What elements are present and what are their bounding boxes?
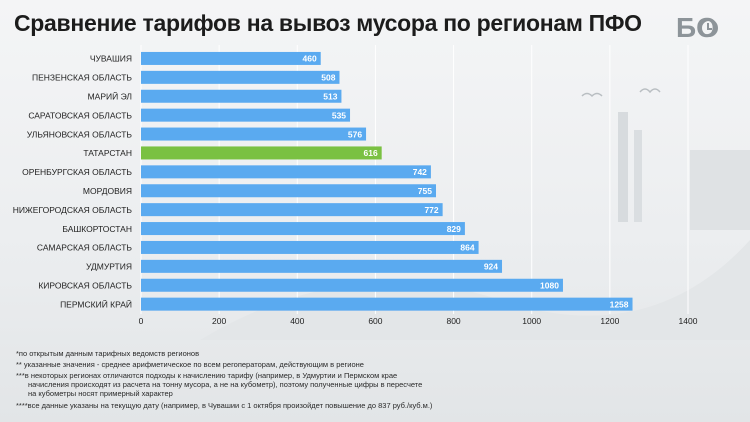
bar-value-label: 742 bbox=[413, 167, 427, 177]
factory-shape bbox=[690, 150, 750, 230]
bar-value-label: 508 bbox=[321, 73, 335, 83]
clock-icon bbox=[700, 19, 718, 37]
bar-value-label: 1080 bbox=[540, 280, 559, 290]
x-tick-label: 1000 bbox=[522, 316, 541, 326]
bar-value-label: 616 bbox=[363, 148, 377, 158]
bar bbox=[141, 259, 503, 273]
bar-value-label: 755 bbox=[418, 186, 432, 196]
category-label: НИЖЕГОРОДСКАЯ ОБЛАСТЬ bbox=[13, 205, 133, 215]
bar bbox=[141, 184, 436, 198]
bar bbox=[141, 278, 563, 292]
bar-value-label: 460 bbox=[303, 54, 317, 64]
bar bbox=[141, 51, 321, 65]
footnote-2: ** указанные значения - среднее арифмети… bbox=[16, 360, 364, 369]
footnote-3-cont-a: начисления происходят из расчета на тонн… bbox=[28, 380, 423, 389]
x-tick-label: 400 bbox=[290, 316, 304, 326]
x-tick-label: 200 bbox=[212, 316, 226, 326]
bird-icon bbox=[639, 88, 661, 94]
bar-value-label: 535 bbox=[332, 110, 346, 120]
category-label: ПЕРМСКИЙ КРАЙ bbox=[60, 298, 132, 309]
category-label: УДМУРТИЯ bbox=[86, 262, 132, 272]
chimney-shape bbox=[634, 130, 642, 222]
category-label: ПЕНЗЕНСКАЯ ОБЛАСТЬ bbox=[32, 73, 132, 83]
bar bbox=[141, 165, 431, 179]
chimney-shape bbox=[618, 112, 628, 222]
x-tick-label: 1200 bbox=[600, 316, 619, 326]
category-label: САРАТОВСКАЯ ОБЛАСТЬ bbox=[28, 110, 132, 120]
bar bbox=[141, 297, 633, 311]
bar bbox=[141, 222, 465, 236]
category-label: МАРИЙ ЭЛ bbox=[88, 90, 132, 101]
bar bbox=[141, 70, 340, 84]
bar bbox=[141, 203, 443, 217]
bar-value-label: 829 bbox=[447, 224, 461, 234]
logo: БО bbox=[676, 13, 722, 44]
garbage-heap-shape bbox=[200, 240, 750, 340]
footnote-4: ****все данные указаны на текущую дату (… bbox=[16, 401, 433, 410]
bar bbox=[141, 240, 479, 254]
bar-value-label: 772 bbox=[424, 205, 438, 215]
bar-chart: 0 200 400 600 800 1000 1200 1400 460 ЧУВАШИЯ 508 ПЕ… bbox=[13, 45, 750, 340]
category-label: ОРЕНБУРГСКАЯ ОБЛАСТЬ bbox=[22, 167, 132, 177]
footnote-3-cont-b: на кубометры носят примерный характер bbox=[28, 389, 173, 398]
bar bbox=[141, 146, 382, 160]
footnote-3: ***в некоторых регионах отличаются подхо… bbox=[16, 371, 398, 380]
bar-value-label: 924 bbox=[484, 262, 498, 272]
category-label: САМАРСКАЯ ОБЛАСТЬ bbox=[37, 243, 133, 253]
x-tick-label: 1400 bbox=[679, 316, 698, 326]
bar-value-label: 576 bbox=[348, 129, 362, 139]
x-tick-label: 800 bbox=[446, 316, 460, 326]
bar bbox=[141, 108, 351, 122]
page-title: Сравнение тарифов на вывоз мусора по рег… bbox=[14, 10, 642, 36]
x-tick-label: 600 bbox=[368, 316, 382, 326]
bird-icon bbox=[581, 92, 603, 98]
bar bbox=[141, 89, 342, 103]
category-label: КИРОВСКАЯ ОБЛАСТЬ bbox=[38, 280, 132, 290]
footnote-1: *по открытым данным тарифных ведомств ре… bbox=[16, 349, 200, 358]
category-label: УЛЬЯНОВСКАЯ ОБЛАСТЬ bbox=[27, 129, 133, 139]
category-label: ЧУВАШИЯ bbox=[90, 54, 132, 64]
x-tick-label: 0 bbox=[139, 316, 144, 326]
category-label: МОРДОВИЯ bbox=[83, 186, 132, 196]
bar-value-label: 513 bbox=[323, 91, 337, 101]
category-label: БАШКОРТОСТАН bbox=[62, 224, 132, 234]
category-label: ТАТАРСТАН bbox=[83, 148, 132, 158]
bar-value-label: 1258 bbox=[610, 299, 629, 309]
bar bbox=[141, 127, 367, 141]
bar-value-label: 864 bbox=[460, 243, 474, 253]
